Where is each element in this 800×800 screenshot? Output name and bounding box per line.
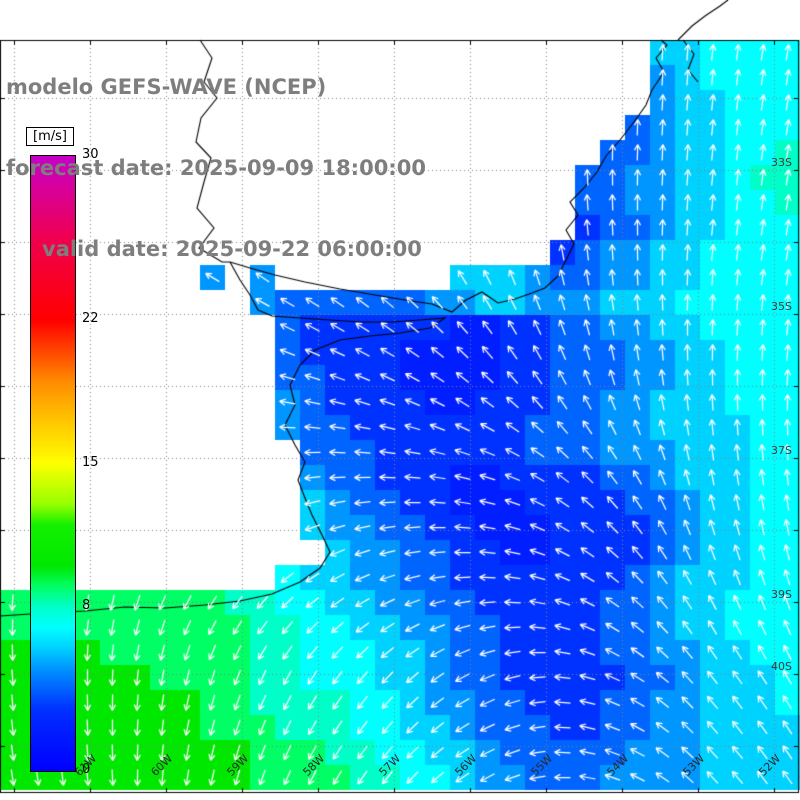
colorbar-unit-label: [m/s]	[26, 127, 74, 146]
colorbar-tick-label: 30	[82, 147, 99, 162]
title-block: modelo GEFS-WAVE (NCEP) forecast date: 2…	[6, 20, 426, 317]
colorbar-tick-label: 8	[82, 598, 91, 613]
valid-date-line: valid date: 2025-09-22 06:00:00	[42, 237, 422, 261]
colorbar-tick-label: 22	[82, 311, 99, 326]
colorbar-tick-label: 0	[82, 762, 91, 777]
forecast-date-line: forecast date: 2025-09-09 18:00:00	[6, 156, 426, 180]
model-title: modelo GEFS-WAVE (NCEP)	[6, 75, 327, 99]
colorbar-gradient	[30, 155, 76, 772]
colorbar-tick-label: 15	[82, 454, 99, 470]
